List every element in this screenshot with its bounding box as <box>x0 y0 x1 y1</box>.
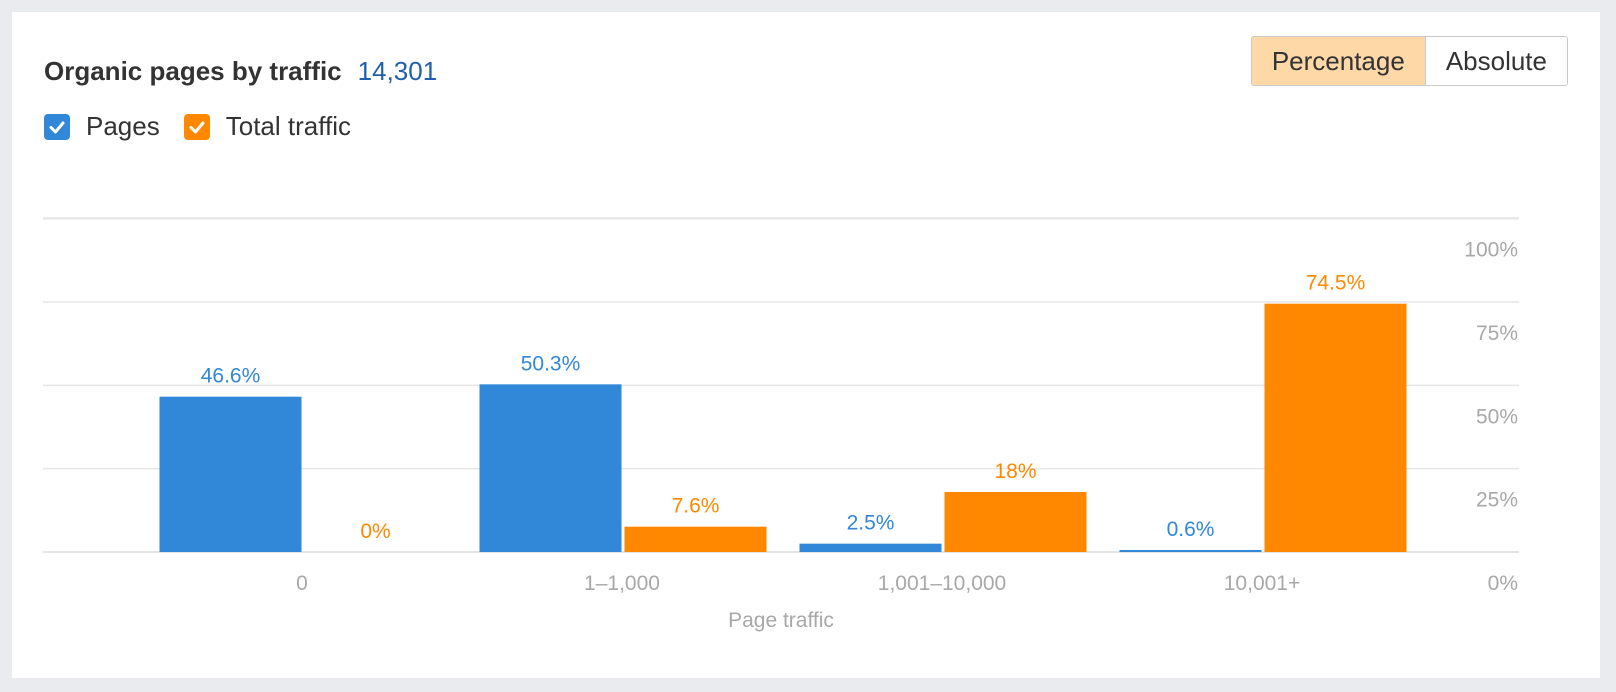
x-tick-label: 1–1,000 <box>584 572 660 595</box>
y-tick-label: 100% <box>1464 239 1518 262</box>
data-label: 0.6% <box>1167 518 1215 541</box>
y-tick-label: 25% <box>1476 489 1518 512</box>
legend-item-total-traffic[interactable]: Total traffic <box>183 111 351 142</box>
data-label: 74.5% <box>1306 272 1366 295</box>
x-tick-label: 10,001+ <box>1224 572 1301 595</box>
bar-total-traffic <box>944 492 1087 552</box>
chart-card: Organic pages by traffic 14,301 Percenta… <box>12 12 1600 678</box>
legend-item-pages[interactable]: Pages <box>44 111 160 142</box>
data-label: 50.3% <box>521 352 581 375</box>
y-tick-label: 0% <box>1488 572 1518 595</box>
data-label: 18% <box>994 460 1036 483</box>
data-label: 46.6% <box>201 365 261 388</box>
data-label: 7.6% <box>672 495 720 518</box>
total-pages-link[interactable]: 14,301 <box>357 56 438 86</box>
legend-label-pages: Pages <box>86 111 160 141</box>
bar-pages <box>1119 550 1262 552</box>
bar-total-traffic <box>624 526 767 552</box>
pages-checkbox[interactable] <box>44 113 70 140</box>
percentage-button[interactable]: Percentage <box>1251 37 1426 85</box>
check-icon <box>189 121 205 133</box>
bar-pages <box>159 396 302 552</box>
data-label: 2.5% <box>847 512 895 535</box>
legend-label-total-traffic: Total traffic <box>225 111 351 141</box>
absolute-button[interactable]: Absolute <box>1425 37 1567 85</box>
y-tick-label: 50% <box>1476 405 1518 428</box>
bar-total-traffic <box>1264 303 1407 552</box>
chart-legend: Pages Total traffic <box>44 111 375 142</box>
total-traffic-checkbox[interactable] <box>183 113 210 140</box>
x-tick-label: 0 <box>296 572 308 595</box>
x-tick-label: 1,001–10,000 <box>878 572 1006 595</box>
view-mode-toggle: Percentage Absolute <box>1250 36 1568 86</box>
chart-title: Organic pages by traffic <box>44 56 342 86</box>
chart-header: Organic pages by traffic 14,301 <box>44 56 437 87</box>
bar-pages <box>799 543 942 552</box>
x-axis-title: Page traffic <box>728 609 834 632</box>
check-icon <box>49 121 65 133</box>
data-label: 0% <box>360 520 390 543</box>
y-tick-label: 75% <box>1476 322 1518 345</box>
bar-chart: 0% 25% 50% 75% 100% 46.6% 0% 0 50.3% 7.6% 1–1,000 2… <box>43 217 1519 632</box>
bar-pages <box>479 384 622 552</box>
